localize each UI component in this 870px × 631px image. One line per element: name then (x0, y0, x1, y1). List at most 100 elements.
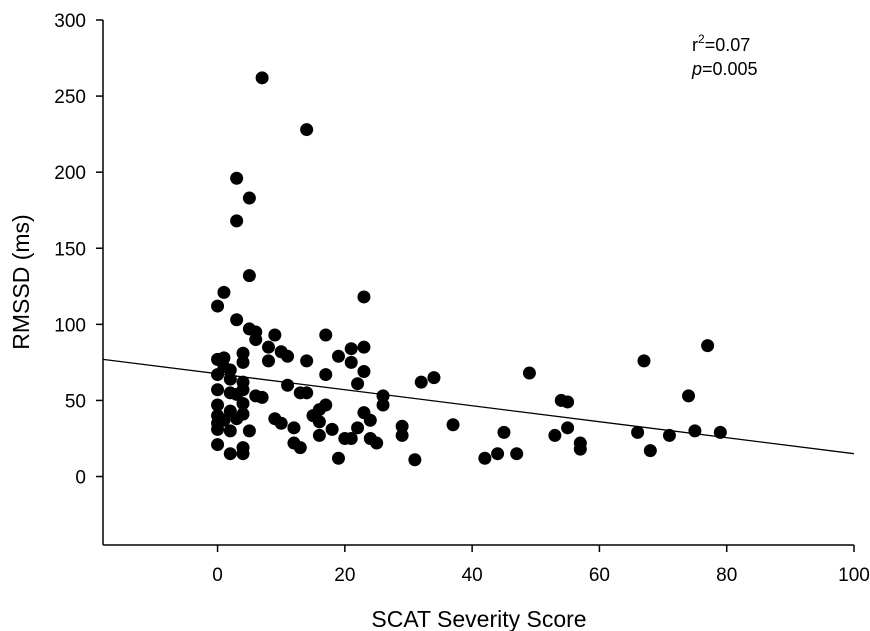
data-point (414, 375, 428, 389)
data-point (261, 340, 275, 354)
y-tick-label: 150 (54, 239, 86, 260)
x-axis-title: SCAT Severity Score (371, 606, 586, 631)
data-point (211, 422, 225, 436)
y-axis-title: RMSSD (ms) (8, 214, 34, 349)
data-point (223, 363, 237, 377)
data-point (236, 355, 250, 369)
data-point (344, 431, 358, 445)
r-squared-superscript: 2 (698, 32, 705, 46)
y-tick-label: 200 (54, 163, 86, 184)
data-point (357, 290, 371, 304)
data-point (242, 269, 256, 283)
data-point (255, 390, 269, 404)
r-squared-symbol: r (692, 35, 698, 55)
data-point (281, 349, 295, 363)
data-point (236, 346, 250, 360)
data-point (561, 421, 575, 435)
data-point (497, 425, 511, 439)
data-point (376, 398, 390, 412)
y-tick-label: 100 (54, 315, 86, 336)
data-point (274, 416, 288, 430)
data-point (242, 424, 256, 438)
data-point (300, 354, 314, 368)
data-point (662, 428, 676, 442)
data-point (561, 395, 575, 409)
data-point (357, 365, 371, 379)
data-point (293, 441, 307, 455)
x-tick-label: 100 (838, 565, 870, 586)
data-point (325, 422, 339, 436)
data-point (249, 333, 263, 347)
data-point (510, 447, 524, 461)
data-point (363, 413, 377, 427)
data-point (522, 366, 536, 380)
x-tick-label: 80 (716, 565, 737, 586)
data-point (357, 340, 371, 354)
data-point (344, 342, 358, 356)
data-point (300, 123, 314, 137)
r-squared-annotation: r2=0.07 (692, 32, 750, 55)
x-tick-label: 20 (334, 565, 355, 586)
p-value-annotation: p=0.005 (691, 59, 758, 79)
data-point (395, 419, 409, 433)
data-point (223, 424, 237, 438)
x-tick-label: 60 (589, 565, 610, 586)
data-point (287, 421, 301, 435)
data-points (211, 71, 727, 467)
y-tick-label: 250 (54, 87, 86, 108)
data-point (312, 415, 326, 429)
data-point (319, 328, 333, 342)
data-point (217, 285, 231, 299)
data-point (351, 377, 365, 391)
y-tick-label: 50 (65, 391, 86, 412)
data-point (643, 444, 657, 458)
data-point (242, 191, 256, 205)
data-point (701, 339, 715, 353)
x-axis-ticks: 0 20 40 60 80 100 (212, 545, 870, 586)
data-point (223, 372, 237, 386)
data-point (713, 425, 727, 439)
r-squared-value: =0.07 (705, 35, 751, 55)
data-point (281, 378, 295, 392)
data-point (230, 214, 244, 228)
data-point (230, 171, 244, 185)
data-point (312, 428, 326, 442)
data-point (376, 389, 390, 403)
data-point (331, 349, 345, 363)
data-point (351, 421, 365, 435)
data-point (548, 428, 562, 442)
data-point (211, 299, 225, 313)
data-point (255, 71, 269, 85)
data-point (230, 313, 244, 327)
data-point (395, 428, 409, 442)
data-point (300, 386, 314, 400)
data-point (344, 355, 358, 369)
data-point (236, 396, 250, 410)
data-point (446, 418, 460, 432)
data-point (230, 387, 244, 401)
data-point (427, 371, 441, 385)
x-tick-label: 40 (462, 565, 483, 586)
data-point (211, 398, 225, 412)
data-point (573, 442, 587, 456)
data-point (688, 424, 702, 438)
data-point (478, 451, 492, 465)
p-value: =0.005 (702, 59, 758, 79)
data-point (631, 425, 645, 439)
x-tick-label: 0 (212, 565, 223, 586)
data-point (370, 436, 384, 450)
data-point (223, 447, 237, 461)
y-tick-label: 0 (75, 468, 86, 489)
data-point (331, 451, 345, 465)
data-point (211, 438, 225, 452)
data-point (211, 383, 225, 397)
data-point (408, 453, 422, 467)
data-point (637, 354, 651, 368)
data-point (491, 447, 505, 461)
data-point (236, 447, 250, 461)
data-point (230, 412, 244, 426)
data-point (682, 389, 696, 403)
data-point (211, 368, 225, 382)
y-tick-label: 300 (54, 11, 86, 32)
